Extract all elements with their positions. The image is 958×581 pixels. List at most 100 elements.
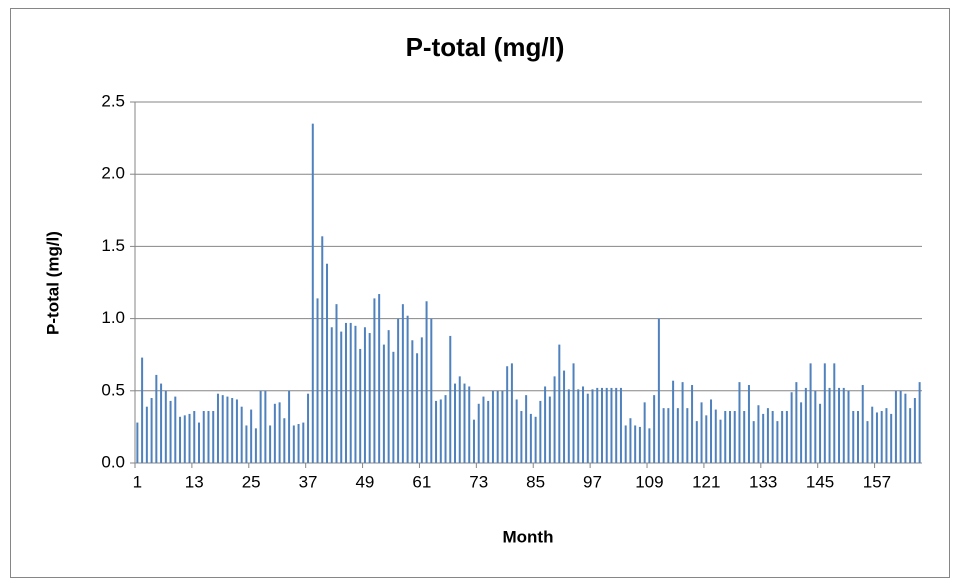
bar bbox=[871, 406, 874, 463]
bar bbox=[619, 387, 622, 463]
bar bbox=[691, 385, 694, 463]
x-tick-label: 49 bbox=[355, 472, 374, 491]
bar bbox=[800, 402, 803, 463]
bar bbox=[847, 390, 850, 463]
bar bbox=[160, 383, 163, 463]
bar bbox=[544, 386, 547, 463]
bar bbox=[747, 385, 750, 463]
bar bbox=[259, 390, 262, 463]
bar bbox=[264, 390, 267, 463]
bar bbox=[302, 422, 305, 463]
bar bbox=[344, 322, 347, 463]
bar bbox=[330, 327, 333, 463]
bar bbox=[487, 400, 490, 463]
bar bbox=[913, 398, 916, 463]
bar bbox=[321, 236, 324, 463]
bar bbox=[392, 351, 395, 463]
x-tick-label: 13 bbox=[185, 472, 204, 491]
bar bbox=[918, 382, 921, 463]
bar bbox=[591, 389, 594, 463]
bar bbox=[880, 411, 883, 463]
y-axis-title: P-total (mg/l) bbox=[43, 231, 62, 335]
x-tick-label: 133 bbox=[749, 472, 777, 491]
bar bbox=[401, 304, 404, 463]
bar bbox=[724, 411, 727, 463]
bar bbox=[766, 408, 769, 463]
bar bbox=[600, 387, 603, 463]
bar bbox=[743, 411, 746, 463]
bar bbox=[866, 421, 869, 463]
y-tick-label: 2.0 bbox=[101, 164, 125, 183]
bar bbox=[586, 393, 589, 463]
bar bbox=[288, 390, 291, 463]
y-tick-label: 2.5 bbox=[101, 91, 125, 110]
bar bbox=[909, 408, 912, 463]
bar bbox=[634, 425, 637, 463]
bar bbox=[463, 383, 466, 463]
chart-title: P-total (mg/l) bbox=[406, 32, 565, 62]
bar bbox=[776, 421, 779, 463]
bar bbox=[904, 393, 907, 463]
bar bbox=[378, 294, 381, 463]
bar bbox=[278, 402, 281, 463]
bar bbox=[406, 315, 409, 463]
y-tick-label: 0.0 bbox=[101, 452, 125, 471]
x-tick-label: 37 bbox=[299, 472, 318, 491]
bar bbox=[491, 390, 494, 463]
bar bbox=[411, 340, 414, 463]
bar bbox=[828, 387, 831, 463]
bar bbox=[240, 406, 243, 463]
bar bbox=[842, 387, 845, 463]
bar bbox=[525, 395, 528, 463]
bar bbox=[311, 123, 314, 463]
bar bbox=[207, 411, 210, 463]
bar bbox=[349, 322, 352, 463]
bar bbox=[577, 389, 580, 463]
bar bbox=[719, 419, 722, 463]
bar bbox=[382, 344, 385, 463]
bar bbox=[676, 408, 679, 463]
bar bbox=[875, 412, 878, 463]
bar bbox=[790, 392, 793, 463]
bar bbox=[416, 353, 419, 463]
bar bbox=[558, 344, 561, 463]
bar bbox=[468, 386, 471, 463]
bar bbox=[643, 402, 646, 463]
bar bbox=[183, 415, 186, 463]
bar bbox=[781, 411, 784, 463]
bar bbox=[174, 396, 177, 463]
bar bbox=[449, 335, 452, 463]
x-tick-label: 61 bbox=[412, 472, 431, 491]
bar bbox=[605, 387, 608, 463]
bar bbox=[553, 376, 556, 463]
bar bbox=[710, 399, 713, 463]
bar bbox=[472, 419, 475, 463]
bar bbox=[572, 363, 575, 463]
bar bbox=[700, 402, 703, 463]
bar bbox=[563, 370, 566, 463]
x-tick-label: 73 bbox=[469, 472, 488, 491]
bar bbox=[582, 386, 585, 463]
bar bbox=[534, 416, 537, 463]
bar bbox=[885, 408, 888, 463]
bar bbox=[539, 400, 542, 463]
x-tick-label: 85 bbox=[526, 472, 545, 491]
bar bbox=[638, 426, 641, 463]
bar bbox=[202, 411, 205, 463]
bar bbox=[648, 428, 651, 463]
bar bbox=[397, 318, 400, 463]
bar bbox=[852, 411, 855, 463]
bar bbox=[169, 400, 172, 463]
y-tick-label: 0.5 bbox=[101, 380, 125, 399]
bar bbox=[145, 406, 148, 463]
bar bbox=[226, 396, 229, 463]
bar bbox=[221, 395, 224, 463]
bar bbox=[890, 413, 893, 463]
x-tick-label: 25 bbox=[242, 472, 261, 491]
bar bbox=[454, 383, 457, 463]
bar bbox=[458, 376, 461, 463]
bar bbox=[672, 380, 675, 463]
bar bbox=[695, 421, 698, 463]
x-tick-label: 157 bbox=[863, 472, 891, 491]
bar bbox=[430, 318, 433, 463]
